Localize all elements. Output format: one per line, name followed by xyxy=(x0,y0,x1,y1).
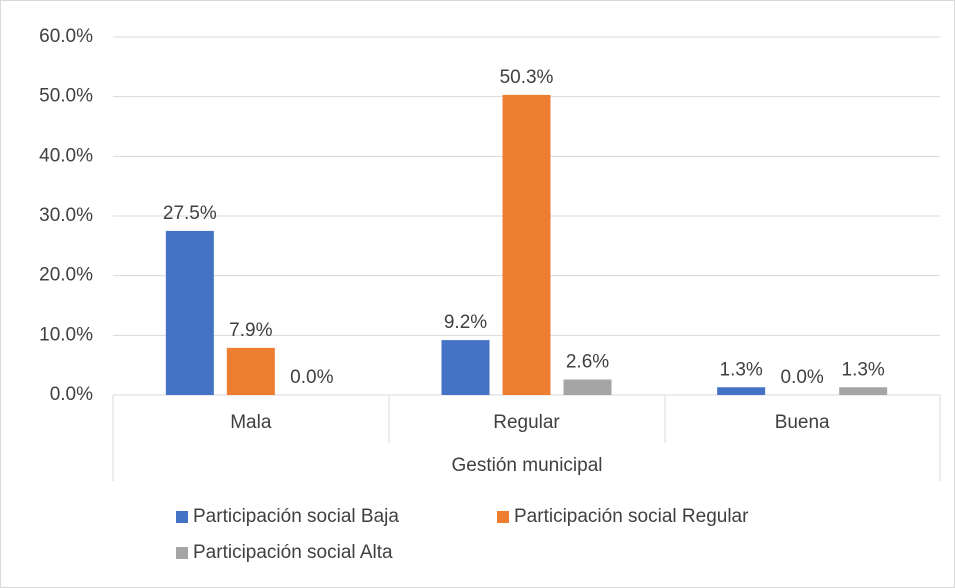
bar xyxy=(563,379,612,395)
legend-swatch xyxy=(176,511,188,523)
bar xyxy=(441,340,490,395)
legend-swatch xyxy=(176,547,188,559)
value-label: 9.2% xyxy=(444,312,487,333)
x-tick-label: Mala xyxy=(230,412,272,433)
y-tick-label: 50.0% xyxy=(39,86,93,107)
value-label: 0.0% xyxy=(781,367,824,388)
bar xyxy=(502,94,551,396)
value-label: 50.3% xyxy=(500,67,554,88)
y-tick-label: 40.0% xyxy=(39,145,93,166)
value-label: 27.5% xyxy=(163,203,217,224)
legend-swatch xyxy=(497,511,509,523)
legend-label: Participación social Baja xyxy=(193,506,399,527)
legend-label: Participación social Alta xyxy=(193,542,393,563)
value-label: 1.3% xyxy=(842,359,885,380)
y-tick-label: 60.0% xyxy=(39,26,93,47)
y-tick-label: 20.0% xyxy=(39,265,93,286)
y-tick-label: 10.0% xyxy=(39,324,93,345)
bar xyxy=(165,230,214,395)
y-tick-label: 30.0% xyxy=(39,205,93,226)
x-tick-label: Buena xyxy=(775,412,830,433)
x-axis-label: Gestión municipal xyxy=(451,455,602,476)
value-label: 7.9% xyxy=(229,320,272,341)
y-tick-label: 0.0% xyxy=(50,384,93,405)
bar xyxy=(839,387,888,395)
bar xyxy=(226,347,275,395)
value-label: 1.3% xyxy=(720,359,763,380)
legend-label: Participación social Regular xyxy=(514,506,749,527)
x-tick-label: Regular xyxy=(493,412,560,433)
value-label: 2.6% xyxy=(566,352,609,373)
value-label: 0.0% xyxy=(290,367,333,388)
bar xyxy=(717,387,766,395)
